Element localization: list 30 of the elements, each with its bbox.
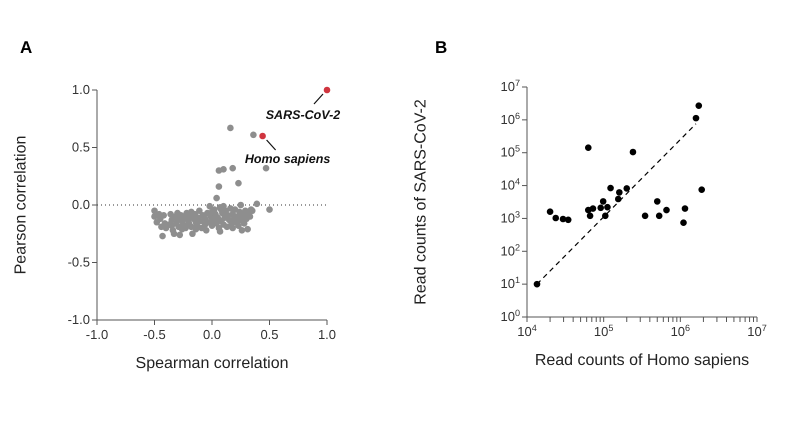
chart-title: A	[20, 38, 32, 58]
x-axis-title: Spearman correlation	[136, 355, 288, 372]
annotation: SARS-CoV-2	[266, 108, 340, 122]
y-tick-label: 10$^{4}$	[500, 176, 520, 193]
y-axis-title: Pearson correlation	[12, 136, 30, 274]
y-tick-label: 10$^{1}$	[500, 275, 520, 292]
y-tick-label: 10$^{7}$	[500, 78, 520, 94]
x-tick-label: 0.5	[260, 327, 279, 342]
x-tick-label: 10$^{7}$	[747, 323, 767, 339]
x-tick-label: 10$^{5}$	[594, 323, 614, 339]
annotation: Homo sapiens	[244, 152, 330, 166]
y-axis-title: Read counts of SARS-CoV-2	[412, 99, 430, 305]
chart-title: B	[435, 38, 448, 58]
y-tick-label: 10$^{5}$	[500, 144, 520, 160]
x-tick-label: 10$^{4}$	[517, 323, 537, 339]
y-tick-label: 10$^{6}$	[500, 110, 520, 127]
y-tick-label: 1.0	[72, 82, 90, 97]
x-tick-label: 10$^{6}$	[670, 323, 690, 339]
x-tick-label: -0.5	[143, 327, 166, 342]
y-tick-label: 10$^{3}$	[500, 209, 520, 226]
x-tick-label: 1.0	[318, 327, 336, 342]
y-tick-label: 0.5	[72, 140, 90, 154]
x-axis-title: Read counts of Homo sapiens	[534, 352, 750, 369]
y-tick-label: -1.0	[68, 312, 90, 327]
y-tick-label: -0.5	[68, 254, 90, 270]
y-tick-label: 10$^{0}$	[500, 308, 520, 324]
x-tick-label: -1.0	[86, 327, 108, 342]
x-tick-label: 0.0	[202, 327, 222, 342]
y-tick-label: 0.0	[72, 197, 90, 212]
y-tick-label: 10$^{2}$	[500, 242, 520, 258]
